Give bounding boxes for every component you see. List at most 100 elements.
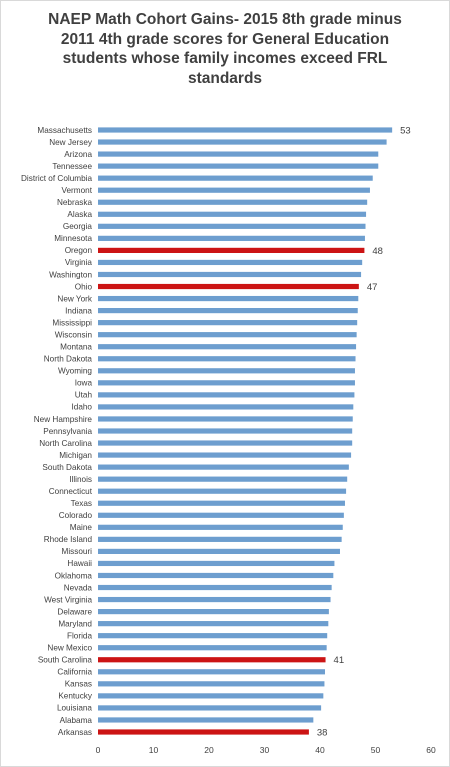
bar (98, 669, 325, 675)
category-label: South Carolina (38, 656, 93, 665)
bar (98, 500, 345, 506)
category-label: Wyoming (58, 367, 92, 376)
x-tick-label: 50 (371, 745, 381, 755)
category-label: Georgia (63, 222, 93, 231)
category-label: New Hampshire (34, 415, 93, 424)
bar (98, 271, 362, 278)
category-label: Indiana (65, 306, 92, 315)
category-label: New Jersey (49, 138, 93, 147)
bar (98, 163, 379, 169)
chart-title-line: students whose family incomes exceed FRL (62, 50, 388, 67)
category-label: Arizona (64, 150, 92, 159)
category-label: Virginia (65, 258, 93, 267)
chart-title: NAEP Math Cohort Gains- 2015 8th grade m… (11, 10, 439, 88)
x-tick-label: 0 (96, 745, 101, 755)
bar (98, 645, 327, 651)
bar (98, 151, 379, 157)
bar (98, 259, 363, 266)
category-label: Kentucky (58, 692, 93, 701)
category-label: Delaware (57, 607, 92, 616)
category-label: Maine (70, 523, 93, 532)
category-label: Iowa (75, 379, 93, 388)
category-label: Mississippi (52, 318, 92, 327)
category-label: Minnesota (54, 234, 92, 243)
data-label: 41 (334, 655, 345, 666)
category-label: Hawaii (67, 559, 92, 568)
bar (98, 609, 329, 615)
category-label: New Mexico (47, 644, 92, 653)
x-tick-label: 20 (204, 745, 214, 755)
bar (98, 404, 354, 410)
data-label: 53 (400, 125, 411, 136)
bar (98, 452, 352, 458)
bar (98, 633, 328, 639)
bar (98, 235, 365, 241)
bar (98, 187, 370, 193)
category-label: Rhode Island (44, 535, 93, 544)
x-tick-label: 30 (260, 745, 270, 755)
category-label: Texas (71, 499, 92, 508)
category-label: District of Columbia (21, 174, 92, 183)
category-label: Idaho (72, 403, 93, 412)
category-label: Maryland (58, 619, 92, 628)
bar (98, 693, 324, 699)
category-label: Alabama (60, 716, 93, 725)
bar (98, 440, 353, 446)
bar (98, 199, 368, 205)
bar (98, 175, 373, 181)
chart-title-line: standards (187, 69, 263, 87)
x-tick-label: 60 (426, 745, 436, 755)
bar (98, 320, 358, 326)
bar (98, 705, 322, 711)
x-tick-label: 10 (149, 745, 159, 755)
chart-title-line: NAEP Math Cohort Gains- 2015 8th grade m… (48, 11, 402, 28)
bar (98, 356, 356, 362)
category-label: Connecticut (49, 487, 93, 496)
category-label: Florida (67, 631, 92, 640)
bar (98, 392, 355, 398)
category-label: South Dakota (42, 463, 92, 472)
bar (98, 681, 325, 687)
highlighted-bar (98, 283, 359, 290)
category-label: Colorado (59, 511, 93, 520)
bar (98, 223, 366, 229)
bar (98, 572, 334, 579)
bar (98, 428, 353, 434)
category-label: Oklahoma (55, 571, 93, 580)
bar (98, 416, 353, 422)
category-label: Massachusetts (37, 126, 92, 135)
bar (98, 512, 344, 518)
category-label: Pennsylvania (43, 427, 92, 436)
category-label: New York (57, 294, 92, 303)
bar (98, 368, 355, 374)
bar (98, 344, 357, 350)
bar (98, 380, 355, 386)
category-label: Nevada (64, 583, 93, 592)
bar (98, 295, 359, 302)
category-label: Tennessee (52, 162, 92, 171)
category-label: North Carolina (39, 439, 92, 448)
category-label: North Dakota (44, 355, 93, 364)
category-label: Illinois (69, 475, 92, 484)
category-label: Montana (60, 343, 92, 352)
category-label: West Virginia (44, 595, 92, 604)
category-label: California (57, 668, 92, 677)
highlighted-bar (98, 729, 309, 735)
bar (98, 536, 342, 542)
bar (98, 488, 347, 494)
category-label: Wisconsin (55, 330, 93, 339)
bar (98, 717, 314, 723)
bar (98, 211, 367, 217)
bar (98, 308, 358, 314)
x-tick-label: 40 (315, 745, 325, 755)
bar (98, 476, 348, 482)
category-label: Missouri (62, 547, 93, 556)
bar (98, 560, 335, 567)
highlighted-bar (98, 657, 326, 663)
category-label: Ohio (75, 282, 93, 291)
category-label: Alaska (67, 210, 92, 219)
category-label: Kansas (65, 680, 92, 689)
category-label: Vermont (62, 186, 93, 195)
